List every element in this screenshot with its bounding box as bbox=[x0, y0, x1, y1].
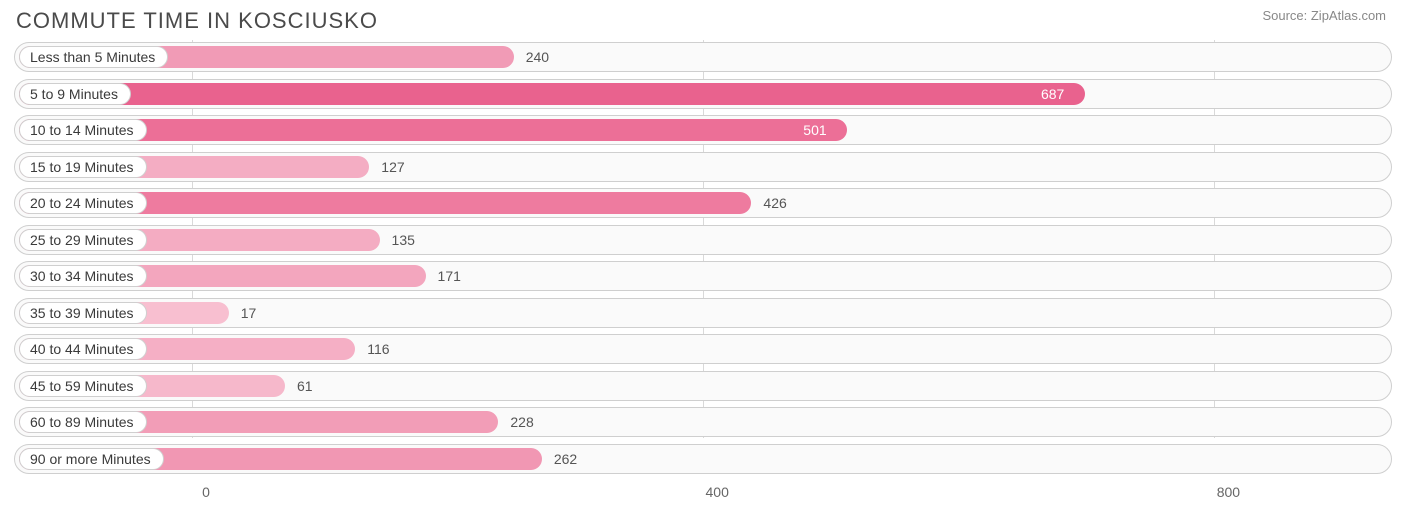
bar-value: 135 bbox=[392, 226, 415, 254]
bar-row: 90 or more Minutes 262 bbox=[14, 444, 1392, 474]
bar-row: Less than 5 Minutes 240 bbox=[14, 42, 1392, 72]
bar-value: 116 bbox=[367, 335, 389, 363]
bar-row: 40 to 44 Minutes 116 bbox=[14, 334, 1392, 364]
category-label: 20 to 24 Minutes bbox=[19, 192, 147, 214]
category-label: 25 to 29 Minutes bbox=[19, 229, 147, 251]
category-label: 30 to 34 Minutes bbox=[19, 265, 147, 287]
bar-row: 15 to 19 Minutes 127 bbox=[14, 152, 1392, 182]
category-label: 90 or more Minutes bbox=[19, 448, 164, 470]
category-label: 15 to 19 Minutes bbox=[19, 156, 147, 178]
chart-area: Less than 5 Minutes 240 5 to 9 Minutes 687 1… bbox=[0, 40, 1406, 474]
x-axis: 0 400 800 bbox=[14, 480, 1392, 510]
chart-source: Source: ZipAtlas.com bbox=[1262, 8, 1386, 23]
bar bbox=[19, 83, 1085, 105]
category-label: 35 to 39 Minutes bbox=[19, 302, 147, 324]
bar-value: 17 bbox=[241, 299, 257, 327]
x-tick-label: 800 bbox=[1217, 484, 1240, 500]
category-label: 5 to 9 Minutes bbox=[19, 83, 131, 105]
bar-row: 35 to 39 Minutes 17 bbox=[14, 298, 1392, 328]
category-label: 40 to 44 Minutes bbox=[19, 338, 147, 360]
category-label: Less than 5 Minutes bbox=[19, 46, 168, 68]
bar-value: 262 bbox=[554, 445, 577, 473]
bar-value: 426 bbox=[763, 189, 786, 217]
x-tick-label: 400 bbox=[706, 484, 729, 500]
category-label: 10 to 14 Minutes bbox=[19, 119, 147, 141]
bar-row: 25 to 29 Minutes 135 bbox=[14, 225, 1392, 255]
chart-title: COMMUTE TIME IN KOSCIUSKO bbox=[16, 8, 378, 34]
category-label: 45 to 59 Minutes bbox=[19, 375, 147, 397]
chart-header: COMMUTE TIME IN KOSCIUSKO Source: ZipAtl… bbox=[0, 0, 1406, 40]
bar-row: 20 to 24 Minutes 426 bbox=[14, 188, 1392, 218]
bar-row: 45 to 59 Minutes 61 bbox=[14, 371, 1392, 401]
category-label: 60 to 89 Minutes bbox=[19, 411, 147, 433]
bar-value: 171 bbox=[438, 262, 461, 290]
bar-row: 60 to 89 Minutes 228 bbox=[14, 407, 1392, 437]
bar-value: 228 bbox=[510, 408, 533, 436]
bar-value: 240 bbox=[526, 43, 549, 71]
bar-value: 127 bbox=[381, 153, 404, 181]
bar-row: 10 to 14 Minutes 501 bbox=[14, 115, 1392, 145]
bar-row: 30 to 34 Minutes 171 bbox=[14, 261, 1392, 291]
bar-value: 501 bbox=[803, 116, 826, 144]
x-tick-label: 0 bbox=[202, 484, 210, 500]
bar-value: 61 bbox=[297, 372, 313, 400]
bar-value: 687 bbox=[1041, 80, 1064, 108]
bar-row: 5 to 9 Minutes 687 bbox=[14, 79, 1392, 109]
